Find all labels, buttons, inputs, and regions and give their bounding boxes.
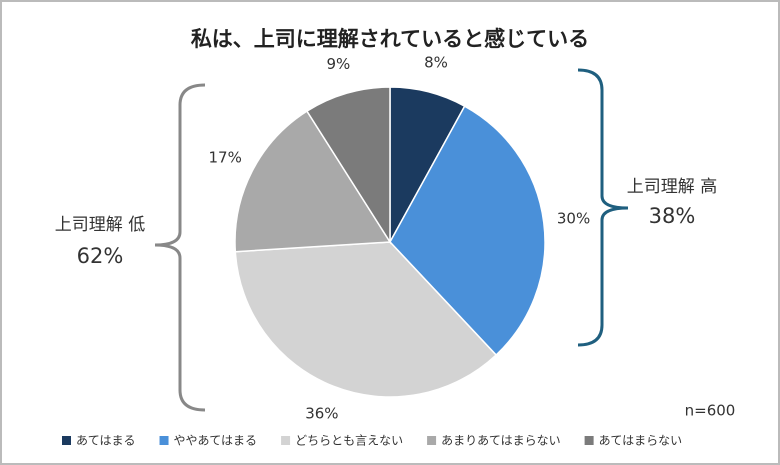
annotation: 上司理解 低 xyxy=(55,215,145,235)
legend-label: あてはまらない xyxy=(599,434,683,448)
data-label: 8% xyxy=(424,53,448,71)
legend-label: どちらとも言えない xyxy=(295,434,403,448)
pie-slice xyxy=(305,86,391,245)
legend-swatch xyxy=(427,436,437,445)
data-label: 36% xyxy=(305,405,338,423)
annotation: 62% xyxy=(77,244,124,268)
legend-label: あまりあてはまらない xyxy=(441,434,561,448)
legend-swatch xyxy=(584,436,594,445)
data-label: 17% xyxy=(208,149,241,167)
data-label: 30% xyxy=(557,209,590,227)
pie-slice xyxy=(389,105,546,357)
pie-slice xyxy=(234,110,392,253)
annotation: 上司理解 高 xyxy=(627,177,717,197)
legend-label: あてはまる xyxy=(76,434,136,448)
legend-swatch xyxy=(62,436,71,445)
legend-swatch xyxy=(159,436,169,445)
bracket-low xyxy=(154,83,206,412)
annotation: n=600 xyxy=(685,402,736,420)
pie-slice xyxy=(234,241,498,398)
chart-title: 私は、上司に理解されていると感じている xyxy=(191,27,589,51)
legend-label: ややあてはまる xyxy=(174,434,258,448)
data-label: 9% xyxy=(326,55,350,73)
bracket-high xyxy=(577,68,629,347)
annotation: 38% xyxy=(649,204,696,228)
legend-swatch xyxy=(281,436,291,445)
